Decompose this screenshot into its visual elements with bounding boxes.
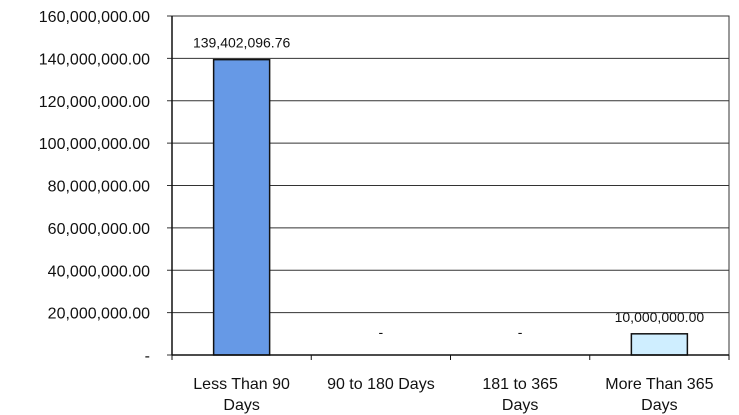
data-label: 10,000,000.00 [615,309,705,325]
x-tick-label: Less Than 90 Days [193,376,290,414]
x-tick-label: 181 to 365 Days [482,376,558,414]
x-tick-label-line: Days [223,397,259,414]
y-tick-label: 140,000,000.00 [39,51,150,68]
y-tick-label: 120,000,000.00 [39,94,150,111]
x-tick-labels: Less Than 90 Days 90 to 180 Days 181 to 365… [193,376,713,414]
x-tick-label-line: 90 to 180 Days [327,376,435,393]
y-tick-label: 160,000,000.00 [39,9,150,26]
y-tick-label: 60,000,000.00 [48,221,150,238]
y-tick-label: 80,000,000.00 [48,179,150,196]
bars [212,58,689,356]
y-tick-labels: - 20,000,000.00 40,000,000.00 60,000,000.00… [39,9,150,365]
y-tick-label: 100,000,000.00 [39,136,150,153]
bar [212,58,271,356]
x-tick-label-line: Less Than 90 [193,376,290,393]
y-tick-label: 20,000,000.00 [48,306,150,323]
data-labels: 139,402,096.76 - - 10,000,000.00 [193,35,704,340]
x-tick-label-line: Days [641,397,677,414]
data-label: - [379,324,384,340]
y-tick-label: - [145,348,150,365]
x-tick-label: 90 to 180 Days [327,376,435,393]
x-tick-label-line: 181 to 365 [482,376,558,393]
x-tick-label-line: More Than 365 [605,376,713,393]
x-tick-label: More Than 365 Days [605,376,713,414]
data-label: - [518,324,523,340]
axes [167,15,730,360]
data-label: 139,402,096.76 [193,35,291,51]
bar [630,333,689,356]
x-tick-label-line: Days [502,397,538,414]
y-tick-label: 40,000,000.00 [48,263,150,280]
